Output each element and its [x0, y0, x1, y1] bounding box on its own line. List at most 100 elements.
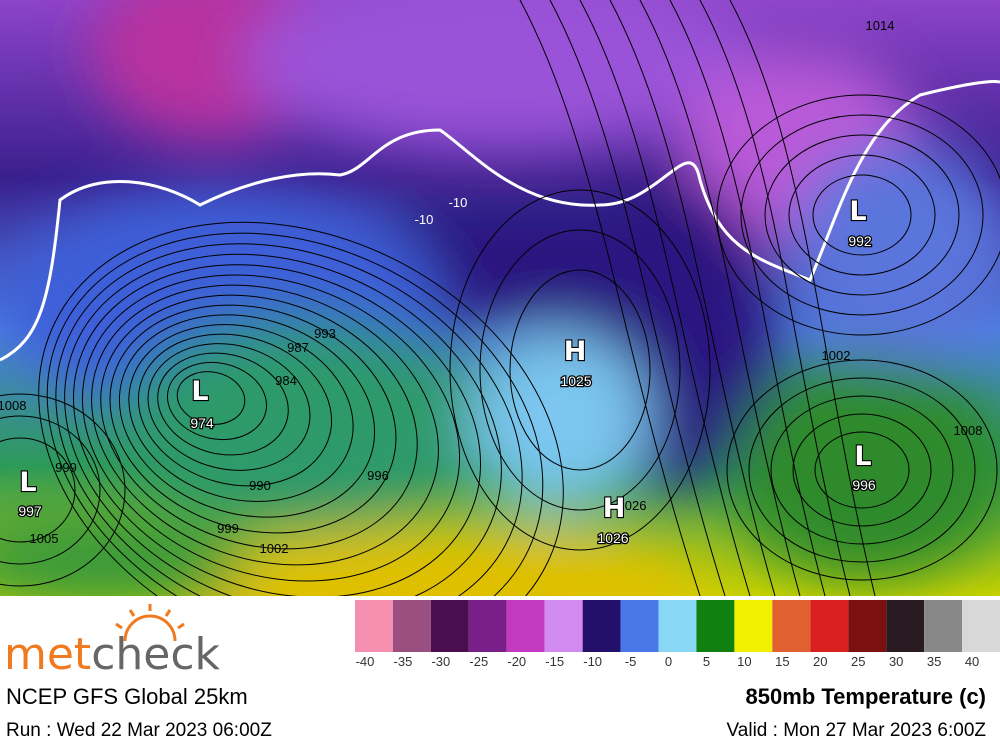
isobar [726, 359, 998, 581]
valid-time: Valid : Mon 27 Mar 2023 6:00Z [726, 720, 986, 741]
legend-tick-label: 40 [965, 654, 979, 669]
model-name: NCEP GFS Global 25km [6, 684, 248, 709]
footer: metcheck -40 -35 -30 -25 -20 -15 -10 -5 0 5 10 15 20… [0, 596, 1000, 749]
legend-swatch [355, 600, 393, 652]
isobar [716, 94, 1000, 336]
isobar [729, 0, 876, 596]
legend-swatch [696, 600, 735, 652]
pressure-symbol: L [19, 467, 36, 498]
isobar [176, 371, 246, 425]
legend-tick-label: -15 [545, 654, 564, 669]
contour-label: 996 [367, 468, 389, 483]
contour-label: 1014 [866, 18, 895, 33]
isobar [509, 269, 651, 471]
pressure-value: 996 [852, 477, 876, 493]
isobar [118, 314, 376, 518]
map-labels: -10 -10 1014 993 987 984 990 996 999 100… [0, 18, 982, 556]
map: -10 -10 1014 993 987 984 990 996 999 100… [0, 0, 1000, 596]
isobar [0, 415, 101, 565]
isobar [0, 437, 76, 543]
run-time: Run : Wed 22 Mar 2023 06:00Z [6, 720, 272, 741]
isobar [137, 333, 333, 487]
isobar [166, 361, 268, 441]
contour-label: 1026 [618, 498, 647, 513]
legend-tick-label: 35 [927, 654, 941, 669]
isobar [549, 0, 726, 596]
contour-label: 999 [217, 521, 239, 536]
legend-swatch [392, 600, 431, 652]
field-blob [190, 530, 710, 596]
legend-swatch [468, 600, 507, 652]
pressure-value: 1026 [597, 530, 628, 546]
legend-tick-label: -30 [431, 654, 450, 669]
field-blob [790, 140, 1000, 360]
legend-tick-label: -5 [625, 654, 637, 669]
legend-tick-label: -35 [394, 654, 413, 669]
contour-label: 990 [249, 478, 271, 493]
logo-sun [115, 604, 185, 642]
isobar [812, 174, 912, 256]
legend-tick-label: 30 [889, 654, 903, 669]
isobar [639, 0, 801, 596]
pressure-symbol: L [854, 441, 871, 472]
isobar [55, 243, 523, 596]
legend-swatch [734, 600, 773, 652]
isobar [748, 377, 976, 563]
isobar [157, 352, 289, 456]
isobar [764, 134, 960, 296]
logo-met: met [4, 629, 91, 680]
contour-label: 1002 [260, 541, 289, 556]
isobar [740, 114, 984, 316]
legend-tick-label: 0 [665, 654, 672, 669]
legend-swatch [848, 600, 887, 652]
isobar [792, 413, 932, 527]
isobar [579, 0, 751, 596]
contour-label: 1002 [822, 348, 851, 363]
legend-tick-label: -20 [507, 654, 526, 669]
legend-swatch [430, 600, 469, 652]
isobar [128, 324, 354, 502]
legend-swatch [810, 600, 849, 652]
pressure-symbol: L [849, 196, 866, 227]
isotherm-line [0, 80, 1000, 362]
legend-tick-label: 15 [775, 654, 789, 669]
isobar [38, 221, 564, 596]
legend-swatch [544, 600, 583, 652]
legend-tick-label: -25 [469, 654, 488, 669]
legend-tick-label: 20 [813, 654, 827, 669]
isobar [109, 304, 397, 534]
legend-swatch [620, 600, 659, 652]
pressure-value: 1025 [560, 373, 591, 389]
legend-tick-label: -40 [356, 654, 375, 669]
legend-swatch [772, 600, 811, 652]
isobar [64, 253, 502, 596]
pressure-value: 992 [848, 233, 872, 249]
legend-swatch [506, 600, 545, 652]
isobar [770, 395, 954, 545]
field-blob [0, 510, 250, 596]
isobar [72, 264, 482, 596]
legend-swatch [962, 600, 1000, 652]
contour-label: 1008 [954, 423, 983, 438]
contour-label: 999 [55, 460, 77, 475]
contour-label: 1005 [30, 531, 59, 546]
contour-label: 987 [287, 340, 309, 355]
contour-label: 1008 [0, 398, 26, 413]
isobars [0, 0, 1000, 596]
isobar [147, 343, 311, 471]
isobar [46, 232, 544, 596]
field-name: 850mb Temperature (c) [745, 684, 986, 709]
contour-label: 984 [275, 373, 297, 388]
isobar [449, 189, 711, 551]
legend-swatch [658, 600, 697, 652]
legend: -40 -35 -30 -25 -20 -15 -10 -5 0 5 10 15 20 25 30 35 40 [355, 600, 1000, 669]
isobar [699, 0, 851, 596]
isobar [100, 294, 418, 550]
pressure-symbol: L [191, 376, 208, 407]
contour-label: 993 [314, 326, 336, 341]
field-blob [730, 360, 1000, 580]
isobar [479, 229, 681, 511]
pressure-value: 997 [18, 503, 42, 519]
isobar [609, 0, 776, 596]
